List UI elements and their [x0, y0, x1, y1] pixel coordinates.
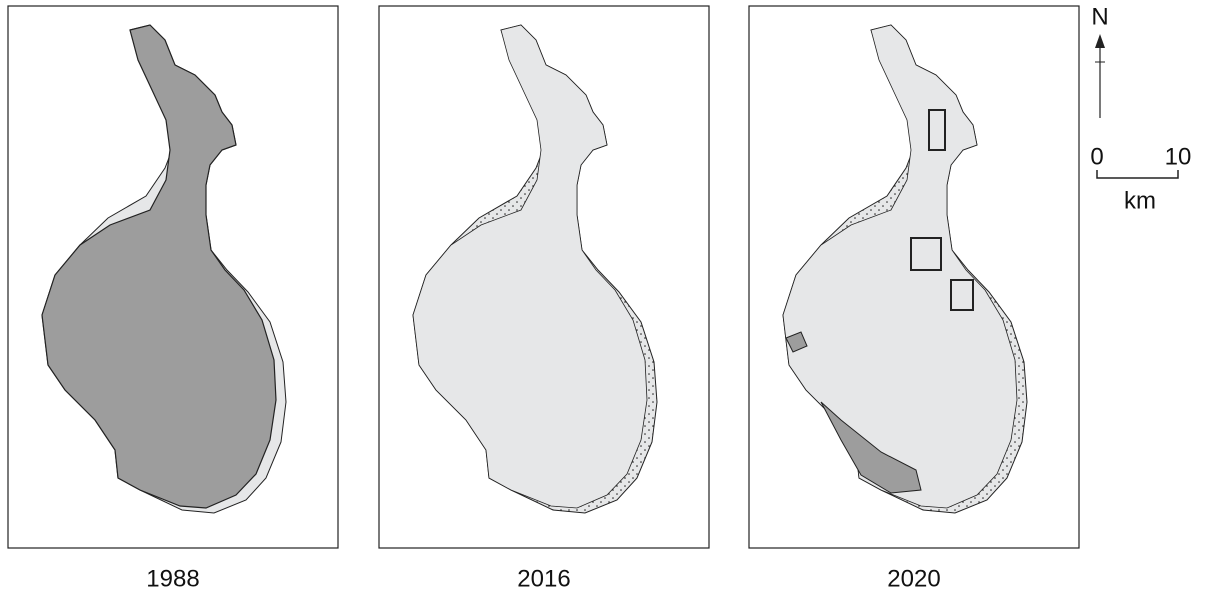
- scale-bar: [1097, 170, 1178, 178]
- panel-2016: 2016: [379, 6, 709, 592]
- scale-end: 10: [1165, 143, 1192, 170]
- page: {"panels": [{"label": "1988"}, {"label":…: [0, 0, 1205, 598]
- legend: N 0 10 km: [1090, 3, 1191, 214]
- panel-label: 2016: [517, 565, 570, 592]
- north-arrowhead: [1095, 34, 1105, 48]
- map-figure: 1988 2016 2020 N 0 10 km: [0, 0, 1205, 598]
- panel-label: 2020: [887, 565, 940, 592]
- panel-1988: 1988: [8, 6, 338, 592]
- scale-start: 0: [1090, 143, 1103, 170]
- north-label: N: [1091, 3, 1108, 30]
- panel-label: 1988: [146, 565, 199, 592]
- scale-unit: km: [1124, 187, 1156, 214]
- panel-2020: 2020: [749, 6, 1079, 592]
